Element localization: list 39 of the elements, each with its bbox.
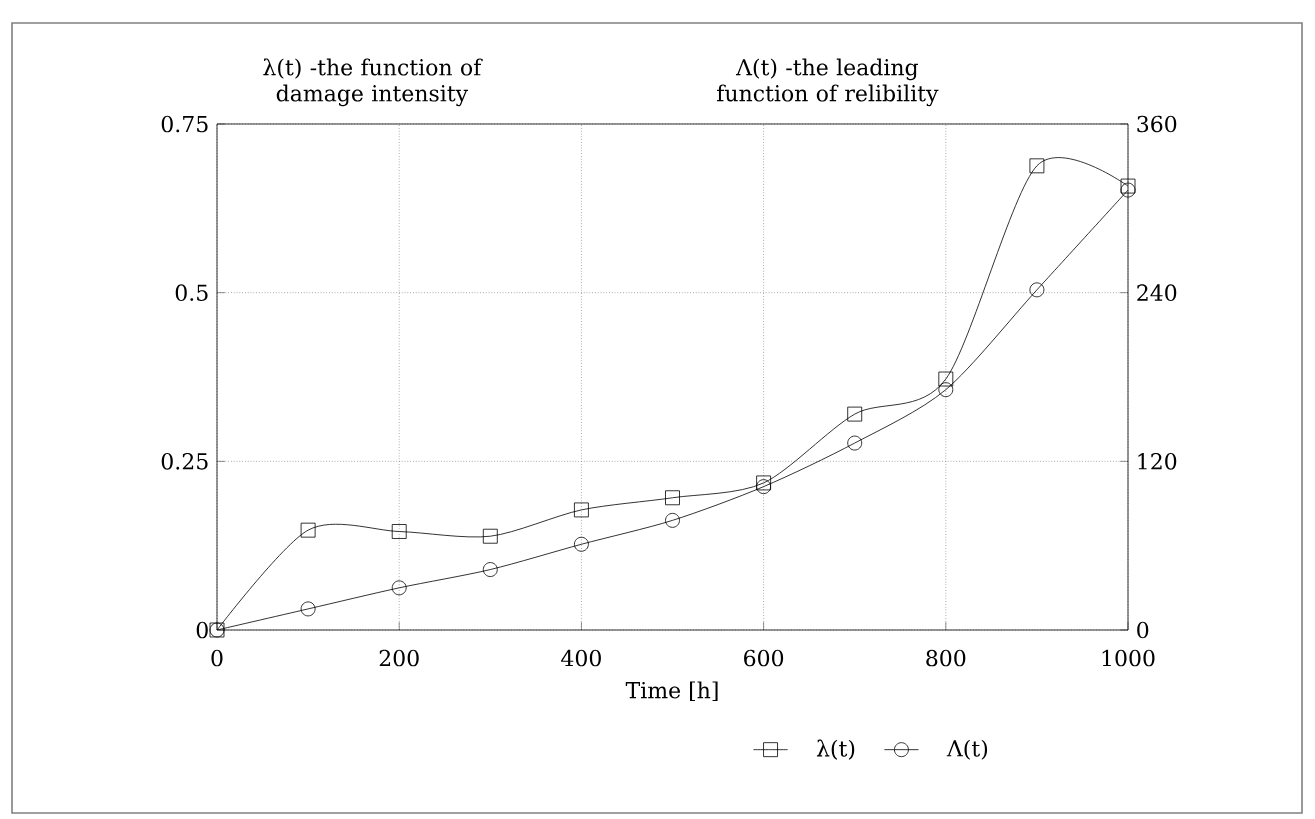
point xyxy=(391,524,407,539)
point xyxy=(847,435,863,451)
point xyxy=(300,522,316,538)
point xyxy=(482,562,498,577)
point xyxy=(847,406,863,422)
point xyxy=(756,479,772,495)
point xyxy=(1029,282,1045,298)
x-tick-label: 800 xyxy=(926,649,966,667)
point xyxy=(574,502,589,518)
y-axis-title: λ(t) -the function of damage intensity xyxy=(263,58,483,107)
point xyxy=(938,382,954,398)
x-tick-label: 0 xyxy=(211,649,223,667)
point xyxy=(1120,182,1136,198)
point xyxy=(665,490,680,506)
y2-tick-label: 0 xyxy=(1137,621,1149,639)
y-tick-label: 0 xyxy=(196,621,208,639)
y-tick-label: 0.75 xyxy=(161,115,208,133)
y-tick-label: 0.5 xyxy=(175,284,208,301)
y2-tick-label: 360 xyxy=(1137,115,1177,133)
x-axis-title: Time [h] xyxy=(625,681,718,702)
y2-axis-title: Λ(t) -the leading function of relibility xyxy=(717,58,939,107)
x-tick-label: 200 xyxy=(379,649,419,667)
y2-tick-label: 120 xyxy=(1138,453,1177,470)
x-tick-label: 600 xyxy=(744,649,784,667)
point xyxy=(482,528,498,544)
point xyxy=(391,580,407,596)
legend-label: Λ(t) xyxy=(946,739,988,760)
legend-label: λ(t) xyxy=(816,739,855,760)
point xyxy=(300,601,316,617)
x-tick-label: 400 xyxy=(561,649,601,667)
point xyxy=(1029,158,1045,174)
point xyxy=(756,475,772,491)
point xyxy=(938,371,954,387)
point xyxy=(665,512,680,528)
point xyxy=(574,536,589,552)
y-tick-label: 0.25 xyxy=(161,453,208,470)
x-tick-label: 1000 xyxy=(1102,649,1155,667)
point xyxy=(1120,178,1136,194)
y2-tick-label: 240 xyxy=(1137,284,1177,301)
